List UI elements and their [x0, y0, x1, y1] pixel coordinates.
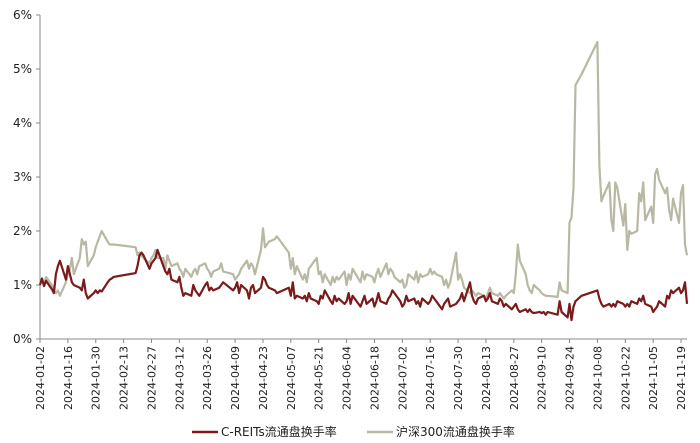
x-tick-label: 2024-04-09 [229, 346, 242, 410]
x-tick-label: 2024-10-08 [591, 346, 604, 410]
x-tick-label: 2024-07-16 [424, 346, 437, 410]
y-axis: 0% 1% 2% 3% 4% 5% 6% [13, 8, 41, 346]
x-tick-label: 2024-06-18 [368, 346, 381, 410]
x-tick-label: 2024-09-10 [536, 346, 549, 410]
x-tick-label: 2024-01-02 [34, 346, 47, 410]
x-tick-label: 2024-11-19 [675, 346, 688, 410]
x-tick-label: 2024-01-16 [62, 346, 75, 410]
y-tick-label: 4% [13, 116, 32, 130]
x-tick-label: 2024-04-23 [257, 346, 270, 410]
y-tick-label: 5% [13, 62, 32, 76]
x-tick-label: 2024-02-27 [145, 346, 158, 410]
x-tick-label: 2024-07-02 [396, 346, 409, 410]
x-tick-label: 2024-05-07 [285, 346, 298, 410]
legend: C-REITs流通盘换手率 沪深300流通盘换手率 [192, 424, 515, 439]
x-tick-label: 2024-05-21 [313, 346, 326, 410]
x-axis: 2024-01-02 2024-01-16 2024-01-30 2024-02-13… [34, 338, 688, 410]
x-tick-label: 2024-07-30 [452, 346, 465, 410]
y-tick-label: 1% [13, 278, 32, 292]
series-line-csi300 [39, 40, 689, 300]
x-tick-label: 2024-11-05 [647, 346, 660, 410]
x-tick-label: 2024-08-13 [480, 346, 493, 410]
y-tick-label: 6% [13, 8, 32, 22]
x-tick-label: 2024-06-04 [341, 346, 354, 410]
x-tick-label: 2024-03-26 [201, 346, 214, 410]
y-tick-label: 3% [13, 170, 32, 184]
x-tick-label: 2024-10-22 [619, 346, 632, 410]
x-tick-label: 2024-09-24 [564, 346, 577, 410]
legend-label-csi300: 沪深300流通盘换手率 [396, 424, 515, 439]
y-tick-label: 0% [13, 332, 32, 346]
x-tick-label: 2024-02-13 [118, 346, 131, 410]
legend-label-creits: C-REITs流通盘换手率 [221, 424, 337, 439]
x-tick-label: 2024-03-12 [173, 346, 186, 410]
series-lines [38, 40, 689, 322]
y-tick-label: 2% [13, 224, 32, 238]
series-line-creits [38, 248, 689, 322]
x-tick-label: 2024-01-30 [90, 346, 103, 410]
x-tick-label: 2024-08-27 [508, 346, 521, 410]
